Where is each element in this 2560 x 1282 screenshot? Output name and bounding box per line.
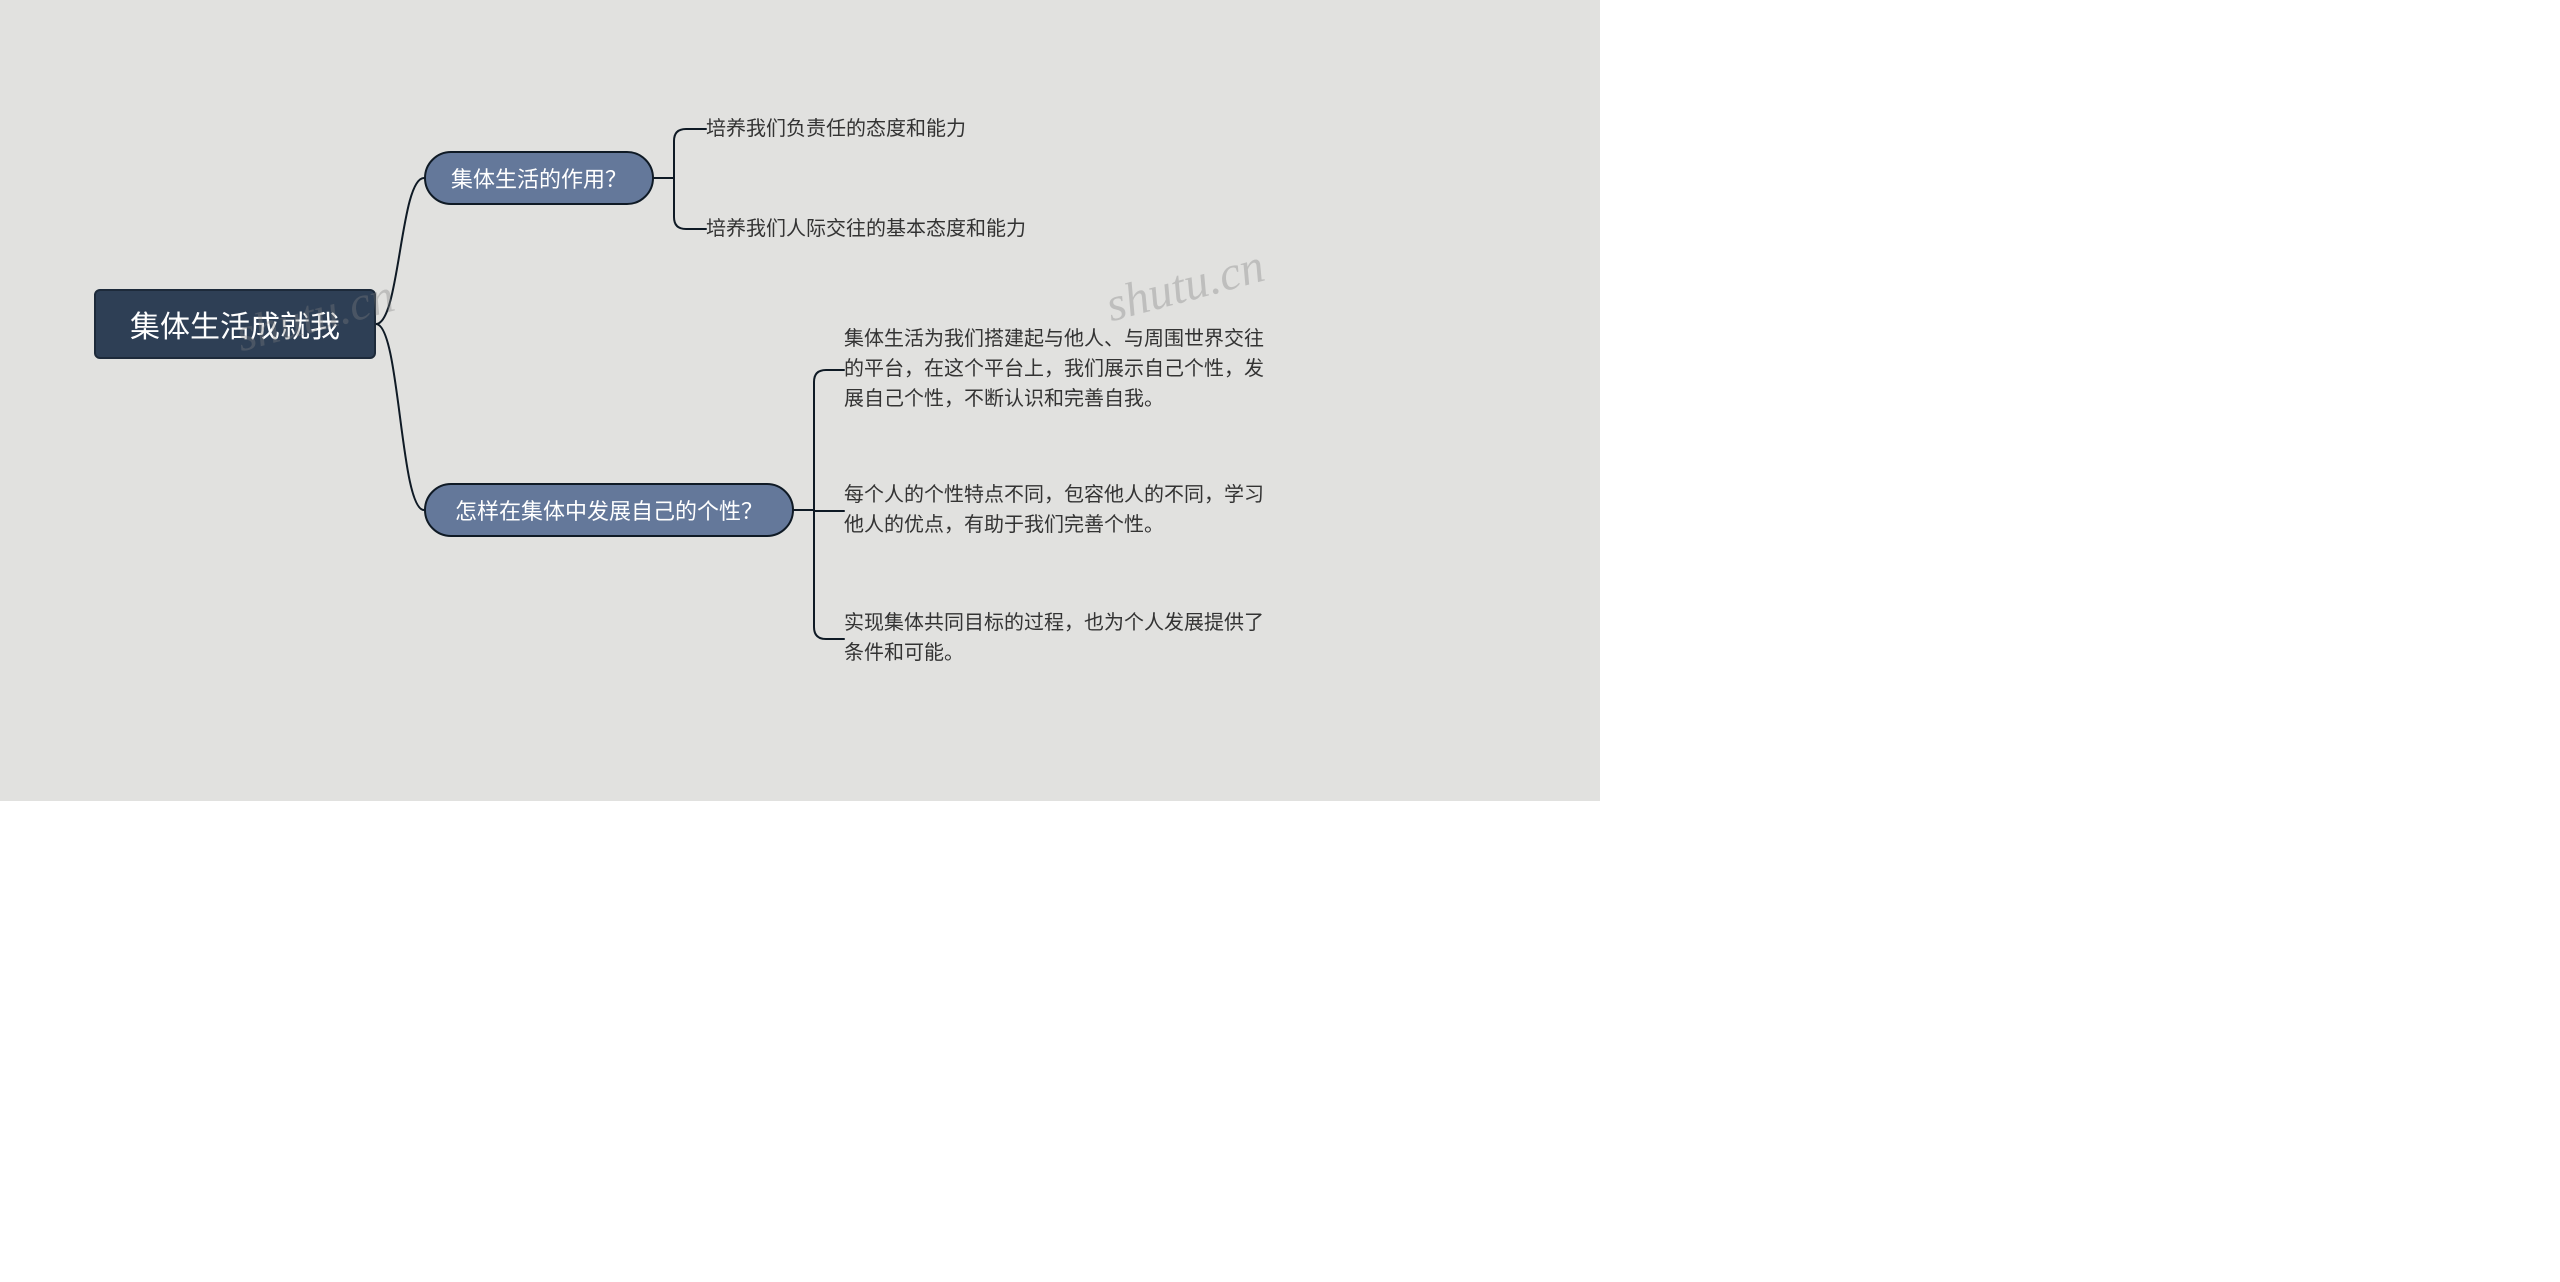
branch-label: 集体生活的作用？ bbox=[451, 162, 627, 194]
branch-label: 怎样在集体中发展自己的个性？ bbox=[455, 494, 763, 526]
mindmap-canvas: 集体生活成就我 集体生活的作用？ 培养我们负责任的态度和能力培养我们人际交往的基本态… bbox=[0, 0, 1600, 801]
leaf-label: 培养我们负责任的态度和能力 bbox=[706, 114, 966, 144]
leaf-node: 每个人的个性特点不同，包容他人的不同，学习他人的优点，有助于我们完善个性。 bbox=[844, 480, 1264, 542]
leaf-node: 实现集体共同目标的过程，也为个人发展提供了条件和可能。 bbox=[844, 608, 1264, 670]
branch-node[interactable]: 怎样在集体中发展自己的个性？ bbox=[424, 483, 794, 537]
leaf-node: 培养我们人际交往的基本态度和能力 bbox=[706, 214, 1126, 244]
branch-node[interactable]: 集体生活的作用？ bbox=[424, 151, 654, 205]
watermark: shutu.cn bbox=[1100, 238, 1270, 333]
leaf-label: 每个人的个性特点不同，包容他人的不同，学习他人的优点，有助于我们完善个性。 bbox=[844, 480, 1264, 540]
root-label: 集体生活成就我 bbox=[130, 302, 340, 346]
root-node[interactable]: 集体生活成就我 bbox=[94, 289, 376, 359]
leaf-node: 培养我们负责任的态度和能力 bbox=[706, 114, 1126, 144]
leaf-label: 集体生活为我们搭建起与他人、与周围世界交往的平台，在这个平台上，我们展示自己个性… bbox=[844, 324, 1264, 414]
leaf-label: 实现集体共同目标的过程，也为个人发展提供了条件和可能。 bbox=[844, 608, 1264, 668]
leaf-label: 培养我们人际交往的基本态度和能力 bbox=[706, 214, 1026, 244]
leaf-node: 集体生活为我们搭建起与他人、与周围世界交往的平台，在这个平台上，我们展示自己个性… bbox=[844, 324, 1264, 416]
